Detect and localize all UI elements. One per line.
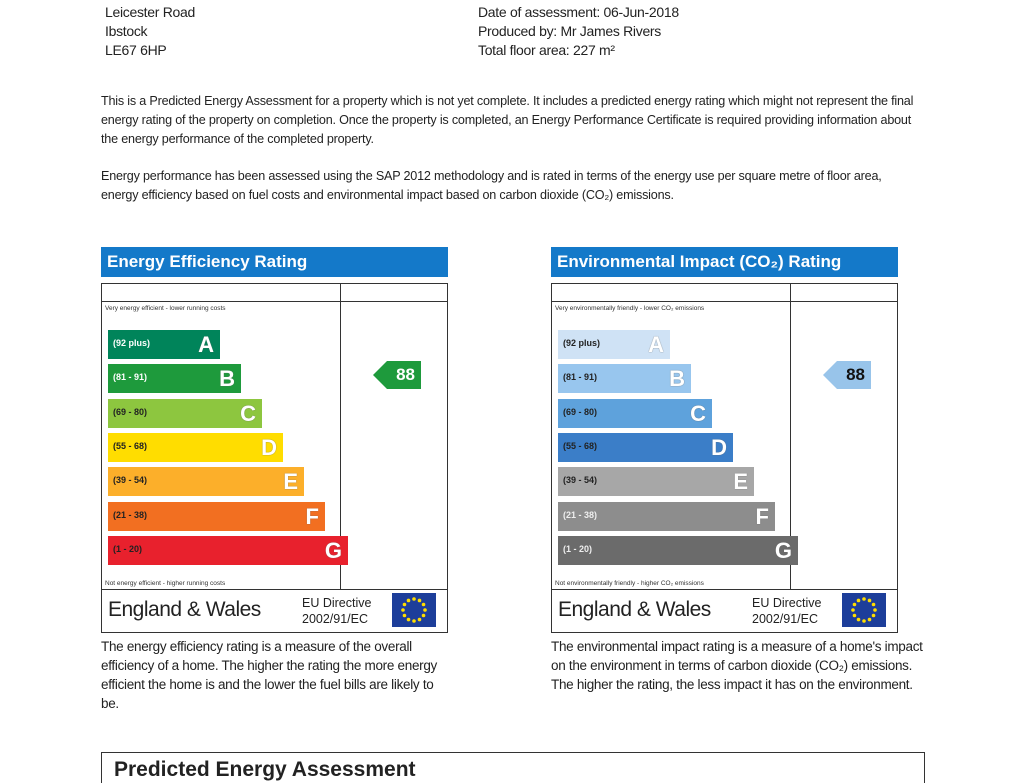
band-letter: G	[774, 537, 792, 563]
address-line: Leicester Road	[105, 4, 195, 20]
bottom-scale-label: Not energy efficient - higher running co…	[105, 580, 226, 587]
band-range: (81 - 91)	[113, 372, 148, 383]
band-d: (55 - 68) D	[558, 432, 733, 462]
eu-flag-icon	[392, 593, 436, 627]
band-letter: D	[711, 434, 727, 460]
band-range: (55 - 68)	[563, 440, 598, 451]
chart-footer: England & Wales EU Directive 2002/91/EC	[102, 589, 447, 632]
table-header	[102, 284, 447, 314]
band-range: (39 - 54)	[563, 475, 598, 486]
address-line: LE67 6HP	[105, 42, 167, 58]
band-f: (21 - 38) F	[108, 501, 325, 531]
band-a: (92 plus) A	[108, 330, 220, 359]
address-block: Leicester Road Ibstock LE67 6HP	[105, 3, 195, 60]
chart-title: Environmental Impact (CO₂) Rating	[551, 247, 898, 277]
eu-directive: EU Directive 2002/91/EC	[302, 595, 371, 627]
band-c: (69 - 80) C	[108, 398, 262, 428]
top-scale-label: Very environmentally friendly - lower CO…	[555, 305, 705, 312]
band-letter: A	[198, 332, 214, 357]
band-range: (92 plus)	[563, 338, 601, 348]
directive-label: EU Directive	[752, 596, 822, 610]
band-e: (39 - 54) E	[108, 467, 304, 497]
region-label: England & Wales	[558, 598, 711, 621]
band-range: (69 - 80)	[563, 406, 598, 417]
band-g: (1 - 20) G	[108, 535, 348, 565]
band-range: (81 - 91)	[563, 372, 598, 383]
band-range: (1 - 20)	[563, 543, 593, 554]
band-e: (39 - 54) E	[558, 467, 754, 497]
assessment-date: Date of assessment: 06-Jun-2018	[478, 4, 679, 20]
rating-value: 88	[846, 365, 865, 384]
band-letter: C	[240, 400, 256, 426]
bottom-scale-label: Not environmentally friendly - higher CO…	[555, 580, 704, 587]
top-scale-label: Very energy efficient - lower running co…	[105, 305, 226, 312]
floor-area: Total floor area: 227 m²	[478, 42, 615, 58]
band-letter: E	[733, 469, 748, 495]
band-range: (21 - 38)	[113, 509, 148, 520]
band-range: (92 plus)	[113, 338, 151, 348]
rating-table: Very environmentally friendly - lower CO…	[551, 283, 898, 633]
band-letter: A	[648, 332, 664, 357]
chart-description: The environmental impact rating is a mea…	[551, 639, 923, 692]
chart-title: Energy Efficiency Rating	[101, 247, 448, 277]
band-letter: C	[690, 400, 706, 426]
directive-code: 2002/91/EC	[752, 612, 819, 626]
band-letter: B	[669, 366, 685, 392]
produced-by: Produced by: Mr James Rivers	[478, 23, 661, 39]
eu-flag-icon	[842, 593, 886, 627]
band-range: (39 - 54)	[113, 475, 148, 486]
band-letter: D	[261, 434, 277, 460]
band-b: (81 - 91) B	[558, 364, 691, 394]
band-range: (69 - 80)	[113, 406, 148, 417]
band-f: (21 - 38) F	[558, 501, 775, 531]
band-d: (55 - 68) D	[108, 432, 283, 462]
rating-arrow: 88	[373, 361, 421, 389]
intro-paragraph-1: This is a Predicted Energy Assessment fo…	[101, 94, 914, 146]
band-range: (1 - 20)	[113, 543, 143, 554]
column-divider	[790, 284, 791, 590]
section-title: Predicted Energy Assessment	[114, 758, 416, 781]
band-c: (69 - 80) C	[558, 398, 712, 428]
band-letter: G	[324, 537, 342, 563]
chart-description: The energy efficiency rating is a measur…	[101, 639, 438, 711]
table-header	[552, 284, 897, 314]
chart-footer: England & Wales EU Directive 2002/91/EC	[552, 589, 897, 632]
directive-label: EU Directive	[302, 596, 372, 610]
directive-code: 2002/91/EC	[302, 612, 369, 626]
column-divider	[340, 284, 341, 590]
rating-arrow: 88	[823, 361, 871, 389]
rating-table: Very energy efficient - lower running co…	[101, 283, 448, 633]
band-letter: F	[755, 503, 769, 529]
band-letter: F	[305, 503, 319, 529]
address-line: Ibstock	[105, 23, 148, 39]
rating-value: 88	[396, 365, 415, 384]
band-letter: E	[283, 469, 298, 495]
band-letter: B	[219, 366, 235, 392]
band-range: (55 - 68)	[113, 440, 148, 451]
intro-paragraph-2: Energy performance has been assessed usi…	[101, 169, 882, 202]
eu-directive: EU Directive 2002/91/EC	[752, 595, 821, 627]
band-g: (1 - 20) G	[558, 535, 798, 565]
band-range: (21 - 38)	[563, 509, 598, 520]
details-block: Date of assessment: 06-Jun-2018 Produced…	[478, 3, 679, 60]
band-a: (92 plus) A	[558, 330, 670, 359]
region-label: England & Wales	[108, 598, 261, 621]
band-b: (81 - 91) B	[108, 364, 241, 394]
